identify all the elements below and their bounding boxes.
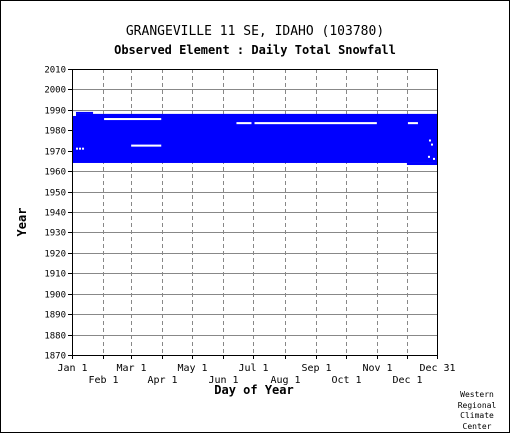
- x-axis-label: Day of Year: [214, 383, 294, 397]
- x-tick-label: Jun 1: [208, 375, 238, 386]
- data-gap: [254, 122, 377, 125]
- x-tick-label: Nov 1: [362, 363, 392, 374]
- credit-block: Western Regional Climate Center: [452, 390, 502, 432]
- data-band: [406, 162, 437, 166]
- y-tick-label: 1950: [44, 189, 66, 199]
- y-tick-label: 1910: [44, 270, 66, 280]
- x-tick-label: Jan 1: [57, 363, 87, 374]
- y-tick-label: 2010: [44, 66, 66, 76]
- credit-line: Western: [460, 390, 494, 399]
- x-tick-label: Apr 1: [147, 375, 177, 386]
- x-tick-label: Dec 31: [419, 363, 455, 374]
- x-tick-label: Sep 1: [301, 363, 331, 374]
- y-tick-label: 1980: [44, 127, 66, 137]
- y-tick-label: 1870: [44, 352, 66, 362]
- y-tick-label: 1900: [44, 291, 66, 301]
- y-tick-label: 1880: [44, 332, 66, 342]
- x-tick-label: Dec 1: [392, 375, 422, 386]
- chart-subtitle: Observed Element : Daily Total Snowfall: [114, 43, 396, 57]
- chart-title: GRANGEVILLE 11 SE, IDAHO (103780): [125, 24, 385, 39]
- data-point: [427, 155, 430, 158]
- data-gap: [236, 122, 252, 125]
- data-point: [82, 147, 85, 150]
- data-point: [432, 157, 435, 160]
- y-tick-label: 1930: [44, 229, 66, 239]
- data-band: [72, 111, 94, 114]
- data-gap: [104, 118, 162, 121]
- data-point: [79, 147, 82, 150]
- y-tick-label: 2000: [44, 86, 66, 96]
- y-axis-label: Year: [15, 207, 29, 237]
- x-tick-label: May 1: [177, 363, 207, 374]
- plot-border: [72, 69, 438, 356]
- x-tick-label: Aug 1: [270, 375, 300, 386]
- credit-line: Regional: [457, 400, 497, 410]
- data-point: [76, 147, 79, 150]
- y-tick-label: 1970: [44, 148, 66, 158]
- data-band: [72, 113, 437, 116]
- x-tick-label: Oct 1: [331, 375, 361, 386]
- data-band: [72, 113, 437, 163]
- data-point: [430, 143, 433, 146]
- data-gap: [72, 111, 77, 116]
- y-tick-label: 1960: [44, 168, 66, 178]
- y-tick-label: 1940: [44, 209, 66, 219]
- x-tick-label: Mar 1: [116, 363, 146, 374]
- data-gap: [407, 122, 418, 125]
- y-tick-label: 1890: [44, 311, 66, 321]
- credit-line: Climate: [460, 411, 494, 420]
- x-tick-label: Jul 1: [238, 363, 268, 374]
- credit-line: Center: [462, 421, 492, 431]
- data-point: [428, 139, 431, 142]
- y-tick-label: 1990: [44, 107, 66, 117]
- x-tick-label: Feb 1: [88, 375, 118, 386]
- y-tick-label: 1920: [44, 250, 66, 260]
- data-gap: [131, 144, 162, 147]
